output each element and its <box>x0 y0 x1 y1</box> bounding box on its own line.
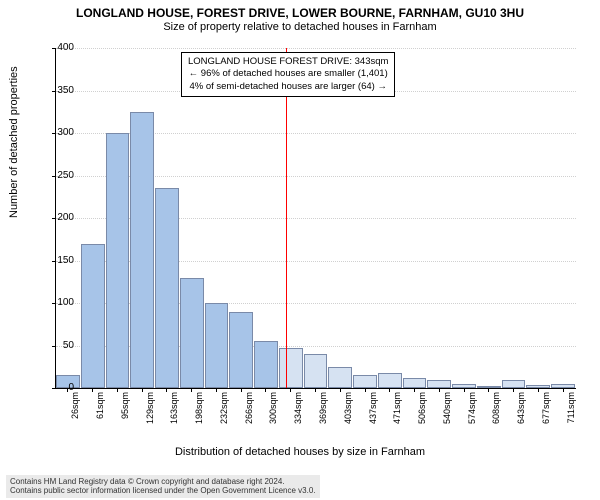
xtick-mark <box>538 388 539 392</box>
ytick-label: 250 <box>44 170 74 181</box>
xtick-label: 403sqm <box>343 392 353 442</box>
xtick-label: 198sqm <box>194 392 204 442</box>
xtick-label: 266sqm <box>244 392 254 442</box>
xtick-label: 711sqm <box>566 392 576 442</box>
histogram-bar <box>205 303 229 388</box>
footer-line-2: Contains public sector information licen… <box>10 486 316 496</box>
xtick-label: 540sqm <box>442 392 452 442</box>
ytick-label: 50 <box>44 340 74 351</box>
xtick-label: 574sqm <box>467 392 477 442</box>
histogram-bar <box>353 375 377 388</box>
ytick-label: 150 <box>44 255 74 266</box>
xtick-mark <box>117 388 118 392</box>
xtick-label: 506sqm <box>417 392 427 442</box>
annotation-line: LONGLAND HOUSE FOREST DRIVE: 343sqm <box>188 56 388 68</box>
xtick-label: 369sqm <box>318 392 328 442</box>
histogram-bar <box>130 112 154 388</box>
xtick-label: 26sqm <box>70 392 80 442</box>
xtick-label: 61sqm <box>95 392 105 442</box>
annotation-line: ← 96% of detached houses are smaller (1,… <box>188 68 388 80</box>
histogram-bar <box>106 133 130 388</box>
xtick-mark <box>265 388 266 392</box>
annotation-line: 4% of semi-detached houses are larger (6… <box>188 81 388 93</box>
chart-subtitle: Size of property relative to detached ho… <box>0 20 600 33</box>
histogram-bar <box>155 188 179 388</box>
xtick-label: 643sqm <box>516 392 526 442</box>
xtick-label: 95sqm <box>120 392 130 442</box>
xtick-mark <box>464 388 465 392</box>
xtick-mark <box>414 388 415 392</box>
ytick-label: 350 <box>44 85 74 96</box>
ytick-label: 400 <box>44 42 74 53</box>
plot-region: LONGLAND HOUSE FOREST DRIVE: 343sqm← 96%… <box>55 48 576 389</box>
xtick-mark <box>92 388 93 392</box>
xtick-mark <box>241 388 242 392</box>
chart-area: LONGLAND HOUSE FOREST DRIVE: 343sqm← 96%… <box>55 48 575 428</box>
xtick-mark <box>340 388 341 392</box>
histogram-bar <box>502 380 526 389</box>
xtick-mark <box>142 388 143 392</box>
ytick-label: 200 <box>44 212 74 223</box>
gridline <box>56 48 576 49</box>
histogram-bar <box>378 373 402 388</box>
ytick-label: 300 <box>44 127 74 138</box>
footer-attribution: Contains HM Land Registry data © Crown c… <box>6 475 320 498</box>
xtick-mark <box>488 388 489 392</box>
xtick-label: 163sqm <box>169 392 179 442</box>
histogram-bar <box>279 348 303 388</box>
histogram-bar <box>328 367 352 388</box>
xtick-label: 334sqm <box>293 392 303 442</box>
xtick-label: 129sqm <box>145 392 155 442</box>
chart-title: LONGLAND HOUSE, FOREST DRIVE, LOWER BOUR… <box>0 0 600 20</box>
histogram-bar <box>427 380 451 389</box>
xtick-label: 608sqm <box>491 392 501 442</box>
histogram-bar <box>403 378 427 388</box>
xtick-mark <box>290 388 291 392</box>
xtick-label: 232sqm <box>219 392 229 442</box>
xtick-mark <box>191 388 192 392</box>
histogram-bar <box>254 341 278 388</box>
xtick-label: 437sqm <box>368 392 378 442</box>
xtick-label: 300sqm <box>268 392 278 442</box>
xtick-mark <box>166 388 167 392</box>
histogram-bar <box>229 312 253 389</box>
xtick-mark <box>439 388 440 392</box>
footer-line-1: Contains HM Land Registry data © Crown c… <box>10 477 316 487</box>
y-axis-label: Number of detached properties <box>8 66 20 218</box>
ytick-label: 100 <box>44 297 74 308</box>
marker-line <box>286 48 288 388</box>
xtick-label: 677sqm <box>541 392 551 442</box>
histogram-bar <box>180 278 204 389</box>
xtick-mark <box>216 388 217 392</box>
annotation-box: LONGLAND HOUSE FOREST DRIVE: 343sqm← 96%… <box>181 52 395 97</box>
histogram-bar <box>304 354 328 388</box>
x-axis-label: Distribution of detached houses by size … <box>0 446 600 458</box>
xtick-mark <box>513 388 514 392</box>
xtick-mark <box>563 388 564 392</box>
xtick-mark <box>315 388 316 392</box>
histogram-bar <box>81 244 105 389</box>
xtick-mark <box>365 388 366 392</box>
xtick-mark <box>389 388 390 392</box>
ytick-label: 0 <box>44 382 74 393</box>
xtick-label: 471sqm <box>392 392 402 442</box>
